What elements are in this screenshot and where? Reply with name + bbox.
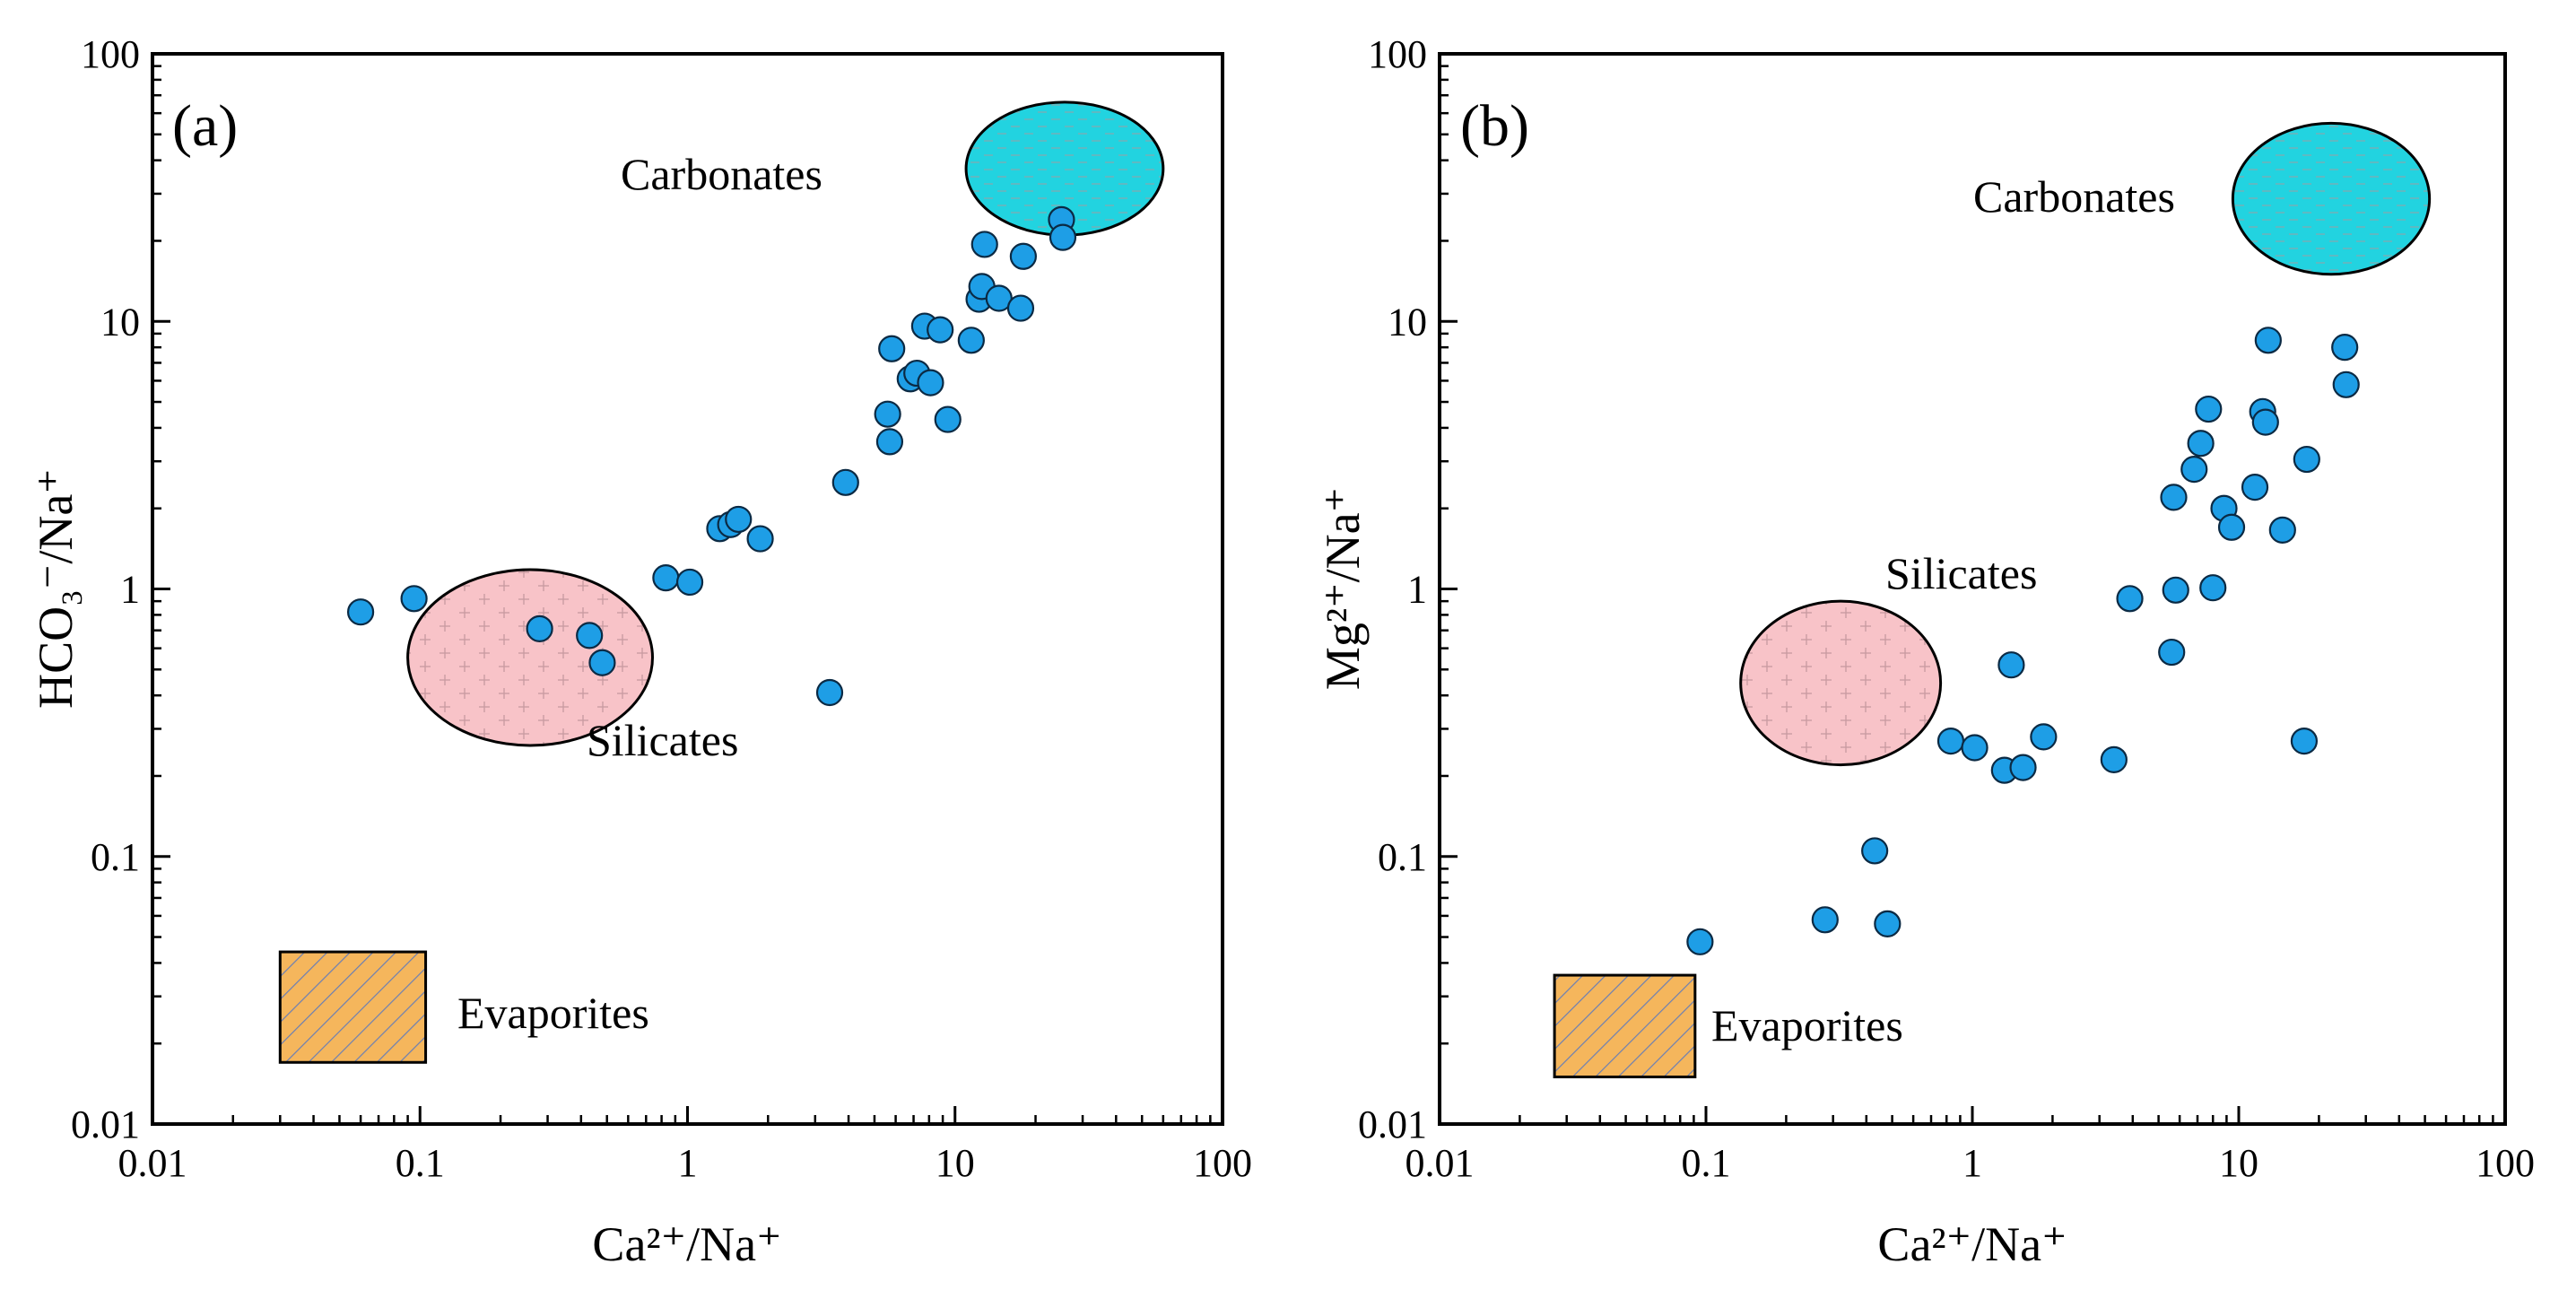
data-point (652, 564, 680, 592)
data-point (1997, 651, 2025, 679)
data-point (1006, 294, 1035, 322)
y-tick-label: 0.1 (91, 835, 140, 879)
data-point (2180, 456, 2208, 484)
y-tick-label: 100 (81, 32, 140, 76)
y-tick-label: 0.01 (71, 1103, 140, 1146)
data-point (2009, 754, 2037, 781)
data-point (875, 428, 904, 456)
y-axis-label: Mg²⁺/Na⁺ (1316, 487, 1370, 690)
y-tick-label: 100 (1368, 32, 1427, 76)
data-point (725, 505, 753, 534)
data-point (2116, 585, 2144, 613)
data-point (2160, 484, 2188, 511)
silicates-label: Silicates (1885, 548, 2037, 598)
evaporites-region-outline (278, 950, 428, 1064)
data-point (526, 614, 553, 642)
data-point (2195, 395, 2223, 423)
data-point (1811, 906, 1839, 934)
data-point (2162, 576, 2189, 604)
data-point (917, 369, 944, 397)
panel-b-chart: 0.01 0.1 1 10 100 0.01 0.1 1 10 100 (b) Carbonate… (1316, 32, 2535, 1271)
data-point (2030, 723, 2058, 751)
evaporites-region-outline (1553, 973, 1697, 1078)
carbonates-label: Carbonates (1973, 171, 2175, 222)
data-point (957, 327, 985, 354)
data-point (1874, 910, 1902, 937)
data-point (588, 649, 616, 676)
data-point (1009, 242, 1037, 270)
y-tick-label: 10 (1388, 300, 1427, 344)
data-point (2217, 513, 2246, 541)
data-point (970, 231, 998, 258)
panel-a-chart: 0.01 0.1 1 10 100 0.01 0.1 1 10 100 (a) Carbonate… (29, 32, 1252, 1271)
data-point (2100, 745, 2128, 773)
data-point (2254, 327, 2282, 354)
data-point (2293, 445, 2320, 474)
carbonates-label: Carbonates (621, 149, 822, 199)
data-point (1861, 837, 1889, 865)
data-point (878, 335, 906, 362)
panel-b-tag: (b) (1460, 93, 1529, 159)
data-point (1961, 734, 1989, 762)
x-tick-label: 10 (936, 1141, 975, 1185)
y-tick-label: 1 (120, 568, 140, 612)
data-point (576, 622, 604, 649)
data-point (2187, 430, 2215, 458)
y-tick-label: 10 (100, 300, 140, 344)
silicates-label: Silicates (587, 715, 738, 765)
data-point (2241, 474, 2269, 501)
panel-a-tag: (a) (172, 93, 238, 159)
data-point (1049, 223, 1077, 251)
x-tick-label: 0.01 (118, 1141, 187, 1185)
data-point (1936, 727, 1965, 755)
data-point (2251, 408, 2279, 436)
data-point (934, 405, 962, 433)
data-point (831, 468, 859, 496)
x-tick-label: 0.1 (1682, 1141, 1731, 1185)
data-point (2268, 516, 2296, 544)
data-point (746, 525, 774, 553)
x-tick-label: 1 (1962, 1141, 1982, 1185)
silicates-region-outline (1739, 599, 1943, 767)
x-tick-label: 0.1 (396, 1141, 445, 1185)
data-point (2199, 574, 2227, 602)
data-point (927, 316, 954, 344)
x-axis-label: Ca²⁺/Na⁺ (1877, 1217, 2067, 1271)
x-tick-label: 0.01 (1405, 1141, 1475, 1185)
data-point (400, 585, 428, 613)
data-point (815, 678, 844, 707)
data-point (874, 400, 901, 428)
data-point (2158, 638, 2186, 667)
y-axis-label: HCO₃⁻/Na⁺ (29, 468, 83, 709)
y-tick-label: 1 (1407, 568, 1427, 612)
silicates-region-outline (406, 568, 654, 747)
x-tick-label: 1 (678, 1141, 698, 1185)
data-point (2332, 370, 2360, 398)
x-tick-label: 100 (2476, 1141, 2535, 1185)
x-tick-label: 100 (1193, 1141, 1252, 1185)
data-point (2331, 334, 2359, 362)
y-tick-label: 0.1 (1378, 835, 1427, 879)
evaporites-label: Evaporites (457, 988, 649, 1038)
x-axis-label: Ca²⁺/Na⁺ (592, 1217, 781, 1271)
x-tick-label: 10 (2219, 1141, 2258, 1185)
data-point (675, 568, 704, 597)
data-point (2290, 727, 2319, 755)
evaporites-label: Evaporites (1711, 1000, 1903, 1050)
data-point (346, 598, 375, 626)
carbonates-region-outline (2231, 121, 2432, 276)
data-point (1686, 928, 1714, 955)
y-tick-label: 0.01 (1358, 1103, 1427, 1146)
